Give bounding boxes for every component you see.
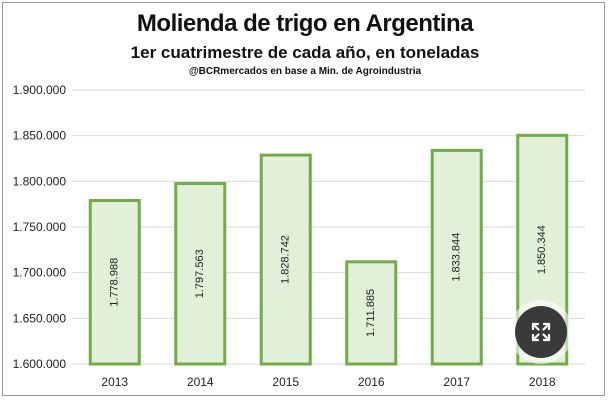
data-label: 1.828.742 bbox=[280, 235, 292, 284]
x-tick-label: 2016 bbox=[358, 375, 385, 389]
data-label: 1.797.563 bbox=[194, 249, 206, 298]
x-tick-label: 2014 bbox=[187, 375, 214, 389]
x-tick-label: 2017 bbox=[443, 375, 470, 389]
bar-2014 bbox=[174, 182, 227, 366]
chart-subtitle: 1er cuatrimestre de cada año, en tonelad… bbox=[130, 43, 480, 62]
chart-source: @BCRmercados en base a Min. de Agroindus… bbox=[188, 66, 422, 77]
y-tick-label: 1.600.000 bbox=[13, 357, 67, 371]
data-label: 1.833.844 bbox=[451, 233, 463, 282]
y-tick-label: 1.700.000 bbox=[13, 266, 67, 280]
data-label: 1.711.885 bbox=[365, 289, 377, 337]
x-tick-label: 2015 bbox=[272, 375, 299, 389]
bar-2017 bbox=[430, 148, 483, 366]
y-tick-label: 1.900.000 bbox=[13, 83, 67, 97]
chart-title: Molienda de trigo en Argentina bbox=[136, 10, 474, 37]
bar-2015 bbox=[259, 153, 312, 366]
y-tick-label: 1.850.000 bbox=[13, 129, 67, 143]
bar-2016 bbox=[345, 260, 398, 366]
bar-2013 bbox=[88, 199, 141, 366]
expand-button[interactable] bbox=[515, 306, 567, 358]
data-label: 1.850.344 bbox=[536, 225, 548, 274]
x-tick-label: 2013 bbox=[101, 375, 128, 389]
data-label: 1.778.988 bbox=[109, 258, 121, 307]
x-tick-label: 2018 bbox=[529, 375, 556, 389]
y-tick-label: 1.750.000 bbox=[13, 220, 67, 234]
expand-icon bbox=[531, 322, 551, 342]
y-tick-label: 1.800.000 bbox=[13, 174, 67, 188]
y-tick-label: 1.650.000 bbox=[13, 311, 67, 325]
